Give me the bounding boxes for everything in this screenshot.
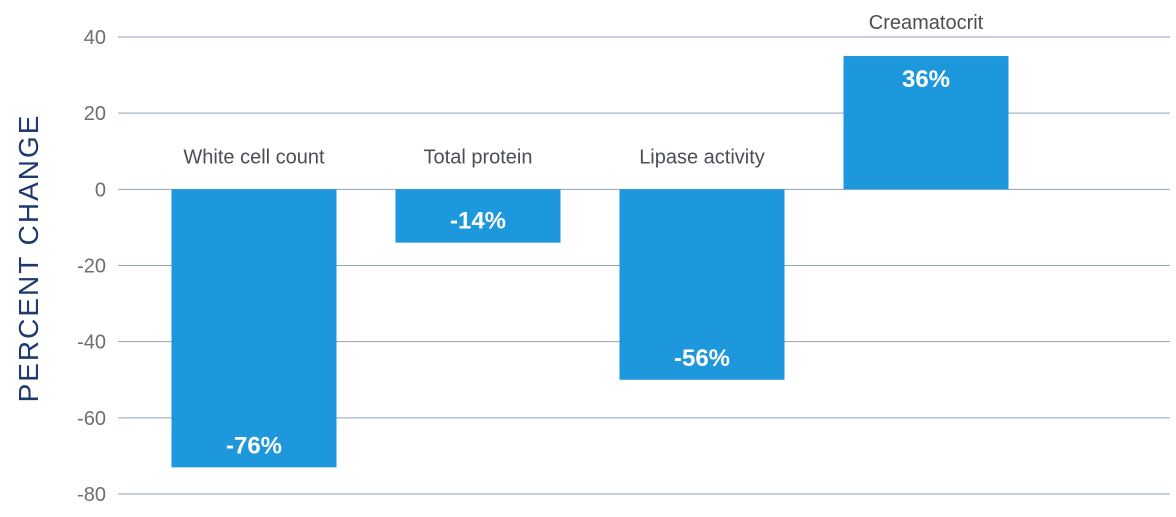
bar-labels: -76% White cell count -14% Total protein -56…	[183, 12, 983, 459]
y-tick-label: 20	[84, 103, 106, 125]
y-tick-label: -60	[77, 408, 106, 430]
bar	[843, 56, 1009, 190]
bar-value-label: -56%	[674, 345, 730, 372]
category-label: White cell count	[183, 146, 325, 168]
bars	[171, 56, 1009, 468]
bar-value-label: -76%	[226, 432, 282, 459]
category-label: Creamatocrit	[869, 12, 984, 34]
bar	[171, 189, 337, 468]
bar	[619, 189, 785, 380]
bar	[395, 189, 561, 243]
y-tick-labels: 40 20 0 -20 -40 -60 -80	[77, 27, 106, 506]
y-tick-label: 0	[95, 179, 106, 201]
bar-value-label: 36%	[902, 66, 950, 93]
category-label: Total protein	[424, 146, 533, 168]
bar-value-label: -14%	[450, 208, 506, 235]
y-tick-label: -40	[77, 332, 106, 354]
y-axis-label: PERCENT CHANGE	[13, 114, 44, 403]
y-tick-label: -20	[77, 256, 106, 278]
y-tick-label: 40	[84, 27, 106, 49]
category-label: Lipase activity	[639, 146, 765, 168]
y-tick-label: -80	[77, 484, 106, 506]
